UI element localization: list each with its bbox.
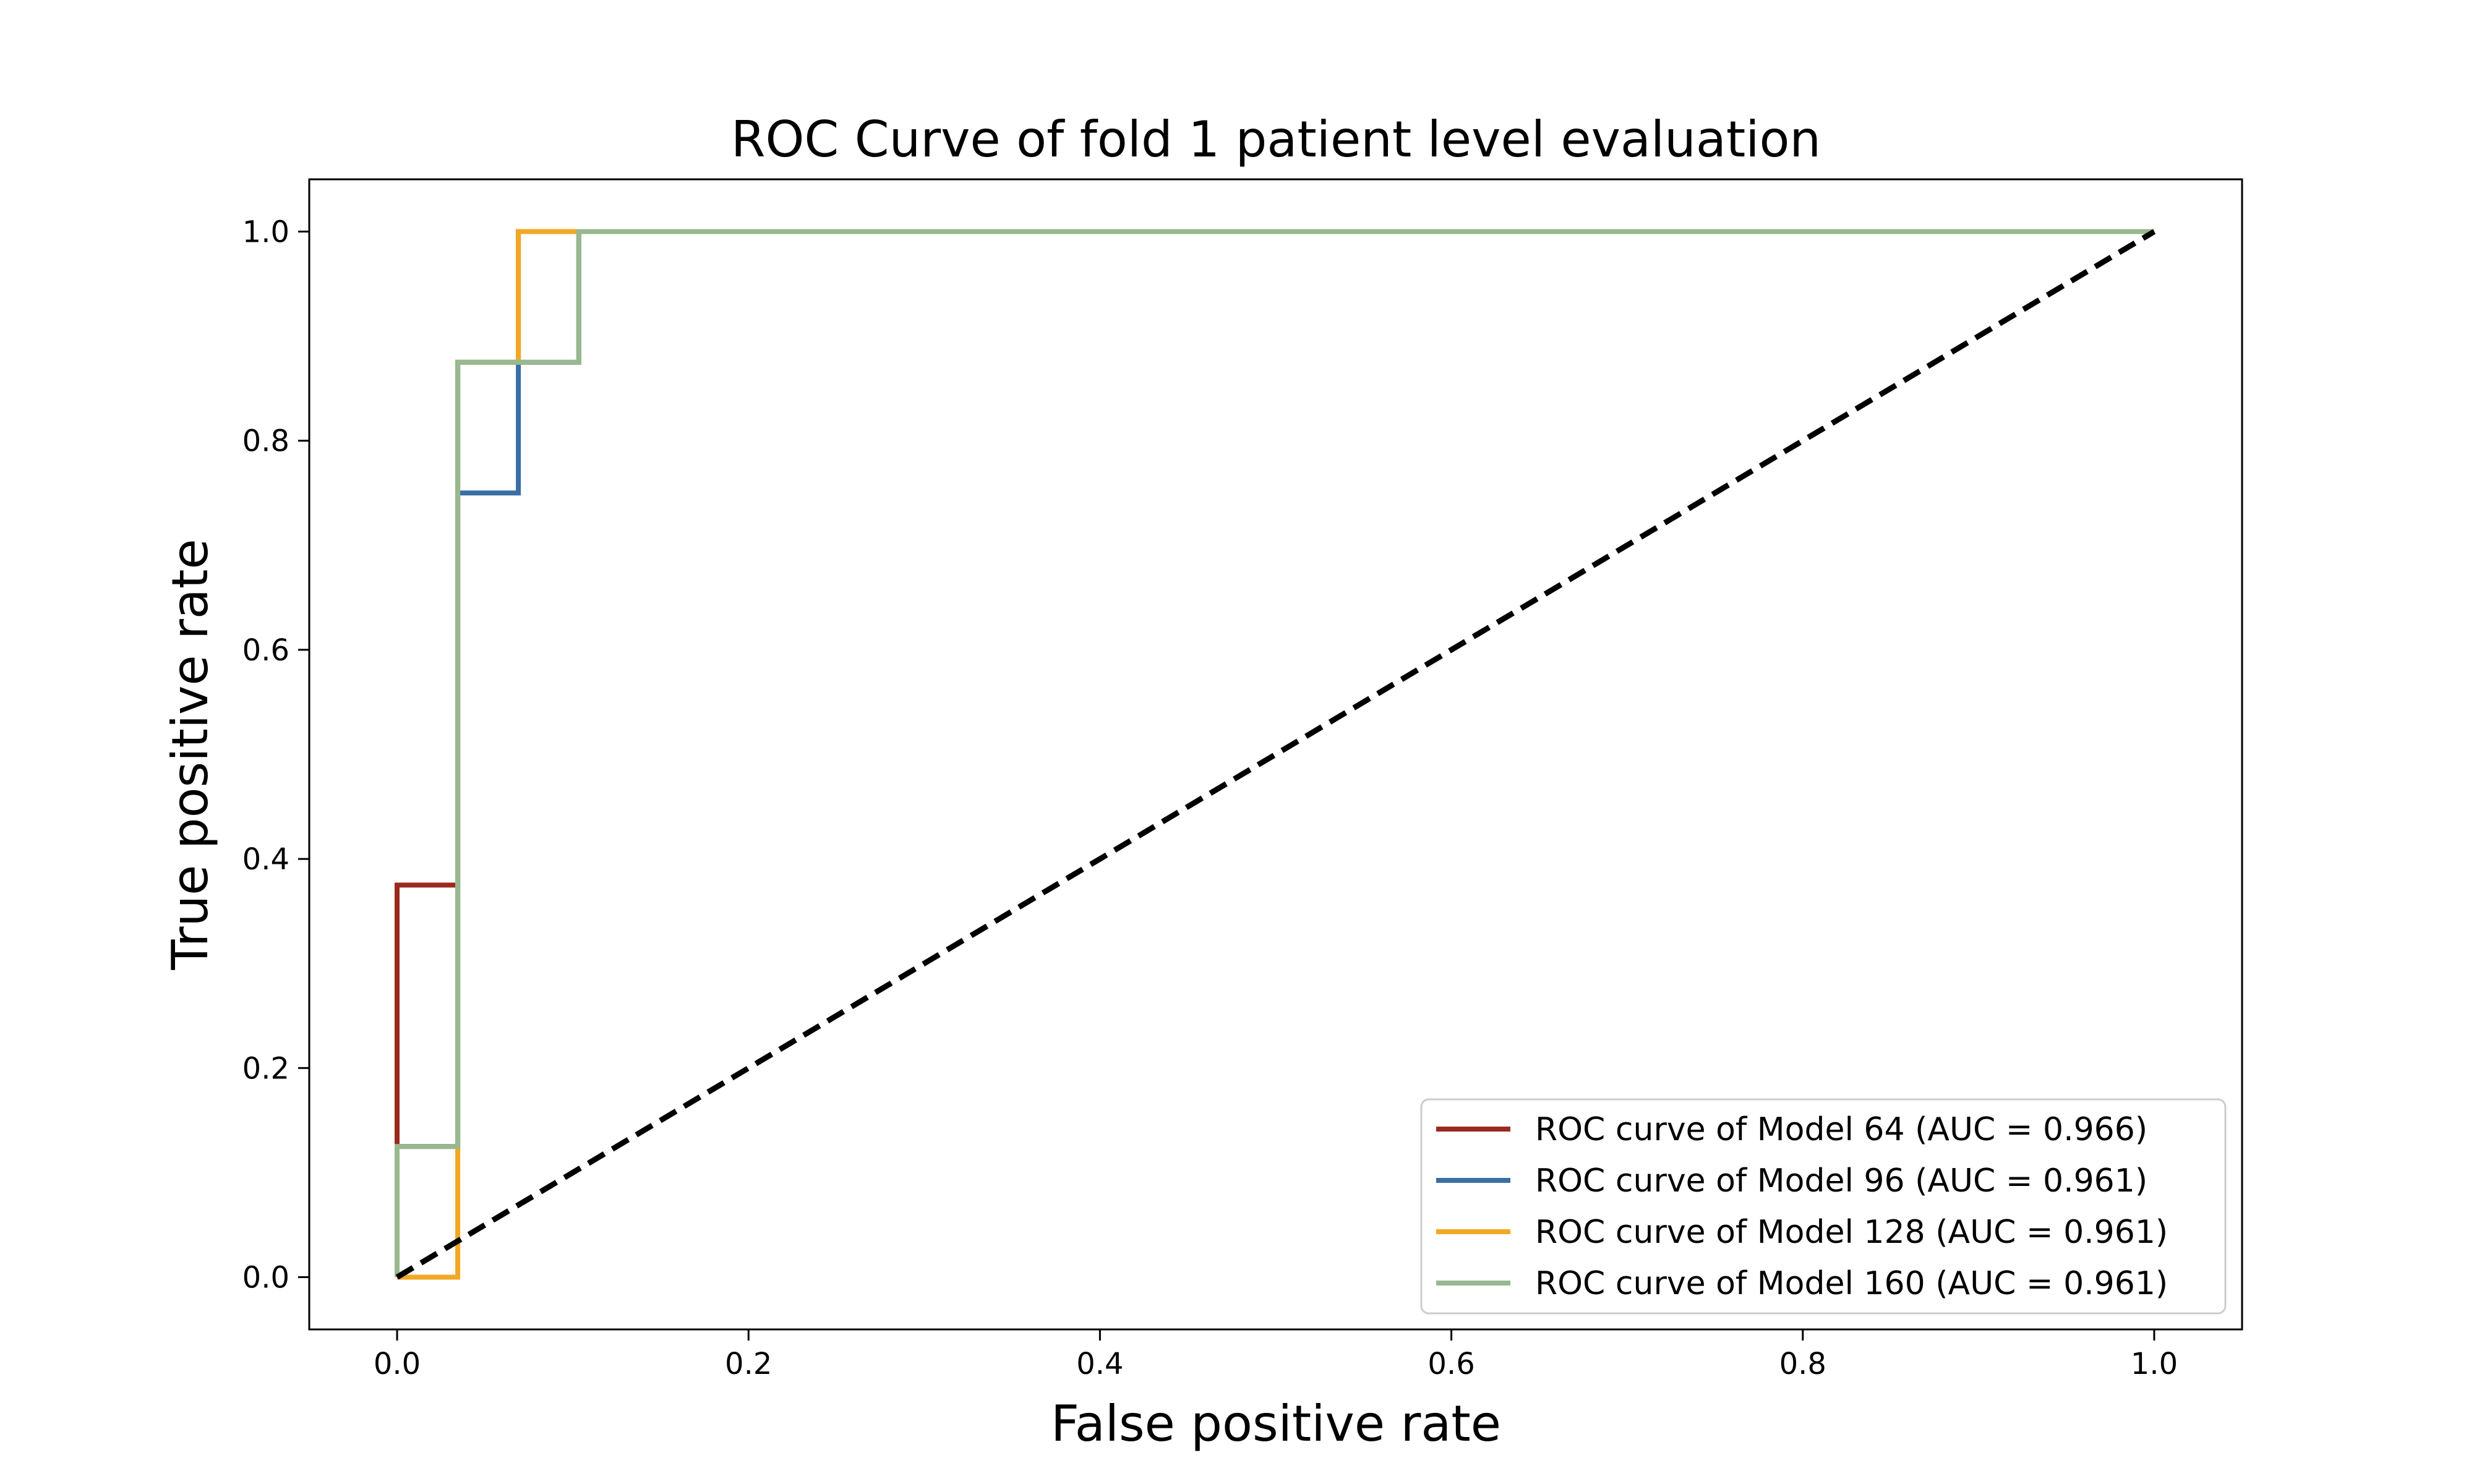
y-axis-title: True positive rate bbox=[161, 539, 219, 970]
x-tick-label: 1.0 bbox=[2131, 1347, 2178, 1381]
legend-entries: ROC curve of Model 64 (AUC = 0.966) ROC c… bbox=[1436, 1111, 2168, 1302]
y-tick-label: 0.2 bbox=[242, 1051, 289, 1086]
series-layer bbox=[395, 229, 2156, 1280]
x-tick-label: 0.4 bbox=[1076, 1347, 1123, 1381]
legend-label-4: ROC curve of Model 160 (AUC = 0.961) bbox=[1535, 1265, 2168, 1302]
y-tick-label: 0.0 bbox=[242, 1260, 289, 1295]
y-tick-label: 0.8 bbox=[242, 424, 289, 459]
legend-label-2: ROC curve of Model 96 (AUC = 0.961) bbox=[1535, 1162, 2147, 1200]
plot-frame bbox=[308, 178, 2243, 1331]
x-tick-label: 0.6 bbox=[1427, 1347, 1475, 1381]
legend-box bbox=[1420, 1098, 2227, 1315]
y-axis: 0.0 0.2 0.4 0.6 0.8 1.0 bbox=[242, 215, 309, 1295]
legend: ROC curve of Model 64 (AUC = 0.966) ROC c… bbox=[1420, 1098, 2227, 1315]
legend-label-1: ROC curve of Model 64 (AUC = 0.966) bbox=[1535, 1111, 2147, 1148]
x-tick-label: 0.2 bbox=[725, 1347, 772, 1381]
chart-title: ROC Curve of fold 1 patient level evalua… bbox=[731, 111, 1821, 168]
x-axis: 0.0 0.2 0.4 0.6 0.8 1.0 bbox=[374, 1329, 2178, 1381]
y-tick-label: 0.6 bbox=[242, 633, 289, 668]
legend-label-3: ROC curve of Model 128 (AUC = 0.961) bbox=[1535, 1214, 2168, 1251]
x-axis-title: False positive rate bbox=[1051, 1395, 1501, 1452]
y-tick-label: 0.4 bbox=[242, 842, 289, 877]
x-tick-label: 0.8 bbox=[1779, 1347, 1826, 1381]
reference-diagonal-line bbox=[395, 229, 2156, 1280]
x-tick-label: 0.0 bbox=[374, 1347, 421, 1381]
y-tick-label: 1.0 bbox=[242, 215, 289, 250]
series-line-4 bbox=[395, 229, 2154, 1277]
